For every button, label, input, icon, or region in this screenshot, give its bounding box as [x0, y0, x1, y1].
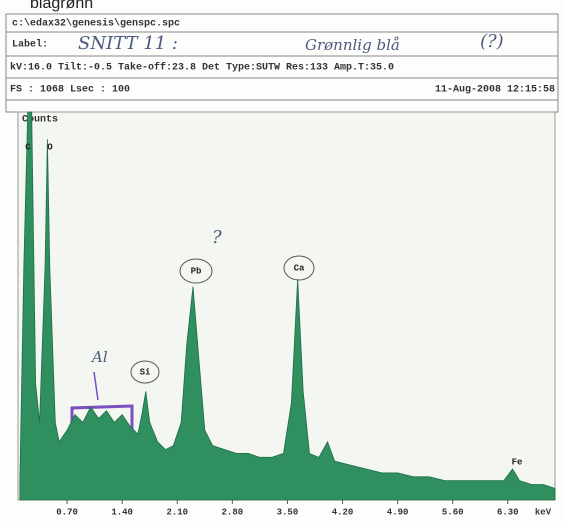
- date: 11-Aug-2008 12:15:58: [435, 85, 555, 96]
- x-tick-label: 6.30: [497, 507, 519, 517]
- x-tick-label: 5.60: [442, 507, 464, 517]
- x-tick-label: 0.70: [56, 507, 78, 517]
- x-tick-label: 4.90: [387, 507, 409, 517]
- hand-note: Al: [90, 348, 108, 366]
- peak-label: C: [25, 142, 31, 152]
- circle: [179, 258, 213, 284]
- label-hand: Grønnlig blå: [305, 36, 400, 54]
- peak-label: Si: [140, 367, 151, 377]
- peak-label: Fe: [512, 457, 523, 467]
- hand-note: ?: [212, 227, 222, 248]
- spectrum: [19, 111, 556, 501]
- label-hand: SNITT 11 :: [78, 33, 178, 54]
- x-tick-label: 2.10: [166, 507, 188, 517]
- x-tick-label: 3.50: [277, 507, 299, 517]
- circle: [283, 255, 315, 281]
- file-path: c:\edax32\genesis\genspc.spc: [12, 18, 180, 30]
- y-label: Counts: [22, 115, 58, 126]
- al-pointer: [93, 371, 99, 401]
- params: kV:16.0 Tilt:-0.5 Take-off:23.8 Det Type…: [10, 62, 394, 74]
- peak-label: Pb: [191, 266, 202, 276]
- note: blagrønn: [30, 0, 93, 12]
- x-tick-label: 1.40: [111, 507, 133, 517]
- peak-label: O: [47, 142, 53, 152]
- circle: [130, 360, 160, 384]
- label-key: Label:: [12, 39, 48, 51]
- x-tick-label: 4.20: [332, 507, 354, 517]
- x-label: keV: [535, 507, 552, 517]
- label-hand: (?): [480, 31, 504, 52]
- x-tick-label: 2.80: [222, 507, 244, 517]
- peak-label: Ca: [294, 263, 305, 273]
- fs: FS : 1068 Lsec : 100: [10, 85, 130, 96]
